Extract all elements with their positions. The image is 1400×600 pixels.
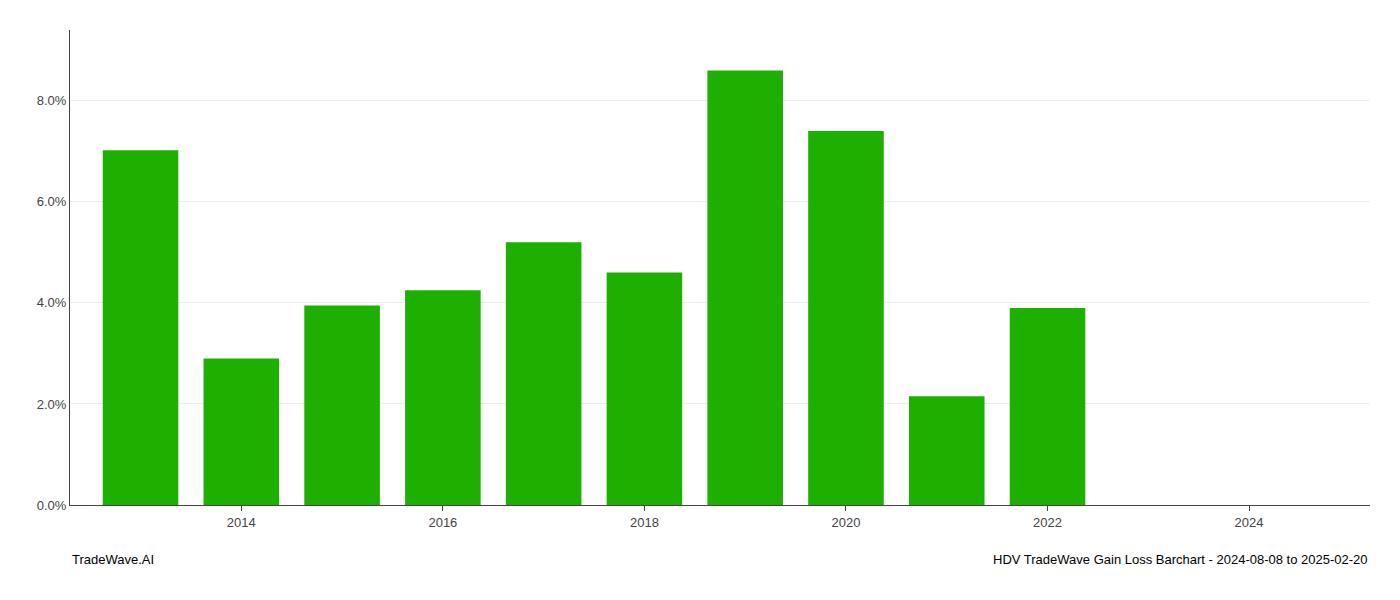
svg-text:0.0%: 0.0% (37, 498, 67, 513)
svg-text:6.0%: 6.0% (37, 194, 67, 209)
svg-text:2.0%: 2.0% (37, 396, 67, 411)
svg-text:2018: 2018 (630, 515, 659, 530)
svg-text:TradeWave.AI: TradeWave.AI (72, 552, 154, 567)
svg-text:2022: 2022 (1033, 515, 1062, 530)
svg-text:2014: 2014 (227, 515, 256, 530)
svg-text:2020: 2020 (832, 515, 861, 530)
svg-text:8.0%: 8.0% (37, 93, 67, 108)
svg-text:HDV TradeWave Gain Loss Barcha: HDV TradeWave Gain Loss Barchart - 2024-… (993, 552, 1368, 567)
svg-text:2016: 2016 (428, 515, 457, 530)
svg-text:2024: 2024 (1235, 515, 1264, 530)
svg-text:4.0%: 4.0% (37, 295, 67, 310)
